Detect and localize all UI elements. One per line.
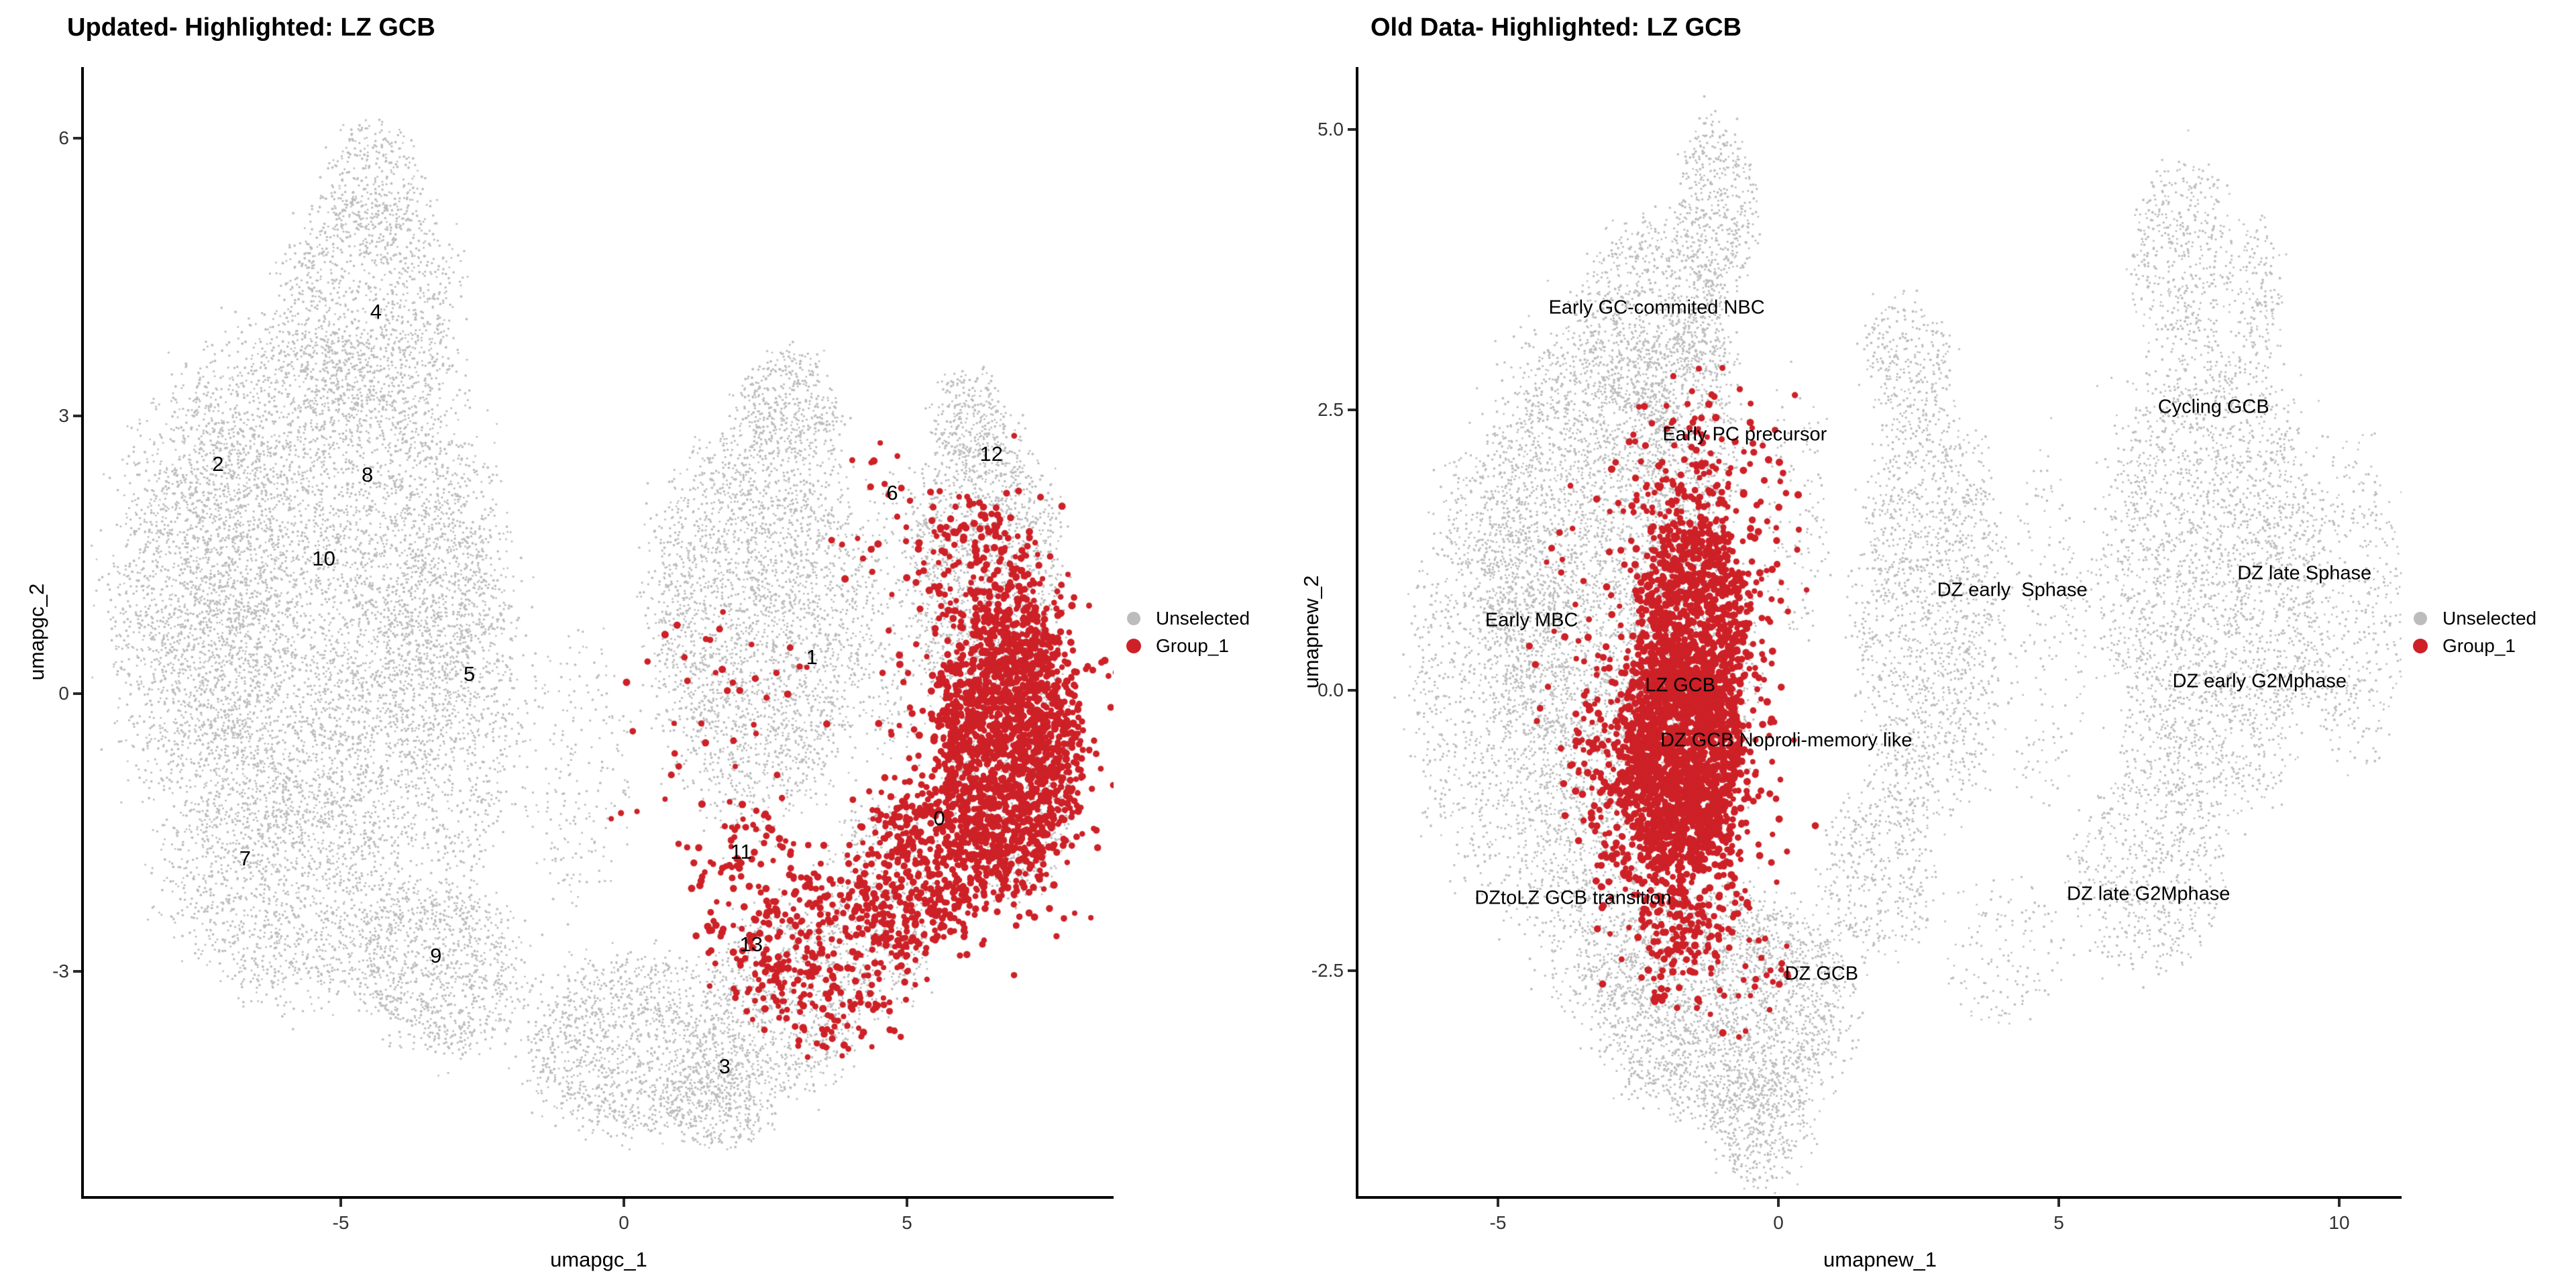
y-tick-mark <box>1348 127 1356 131</box>
cluster-label-9: 9 <box>430 943 442 967</box>
x-tick-label: 0 <box>619 1212 629 1233</box>
y-tick-label: 2.5 <box>1318 398 1344 420</box>
x-tick-mark <box>623 1199 625 1207</box>
legend-swatch-unselected <box>1127 612 1140 625</box>
legend-label-unselected: Unselected <box>2443 608 2537 629</box>
y-tick-label: 5.0 <box>1318 118 1344 140</box>
y-tick-mark <box>73 970 81 973</box>
x-tick-label: -5 <box>332 1212 350 1233</box>
cell-type-label-early-gc-commited-nbc: Early GC-commited NBC <box>1548 297 1765 318</box>
cluster-label-5: 5 <box>463 662 476 686</box>
y-axis-line <box>1356 67 1358 1199</box>
x-tick-mark <box>2338 1199 2341 1207</box>
x-axis-label-umapnew-1: umapnew_1 <box>1823 1248 1937 1271</box>
cell-type-label-dz-early-g2mphase: DZ early G2Mphase <box>2172 670 2347 692</box>
cluster-label-8: 8 <box>362 463 374 487</box>
cluster-label-11: 11 <box>730 839 752 863</box>
cell-type-label-dz-late-g2mphase: DZ late G2Mphase <box>2067 883 2231 905</box>
cell-type-label-early-mbc: Early MBC <box>1485 609 1578 631</box>
y-tick-mark <box>1348 969 1356 973</box>
x-tick-label: 5 <box>2053 1212 2064 1233</box>
legend-label-group-1: Group_1 <box>1156 635 1229 656</box>
cell-type-label-dztolz-gcb-transition: DZtoLZ GCB transition <box>1474 887 1672 908</box>
legend-label-group-1: Group_1 <box>2443 635 2516 656</box>
cell-type-label-early-pc-precursor: Early PC precursor <box>1662 423 1827 445</box>
x-tick-mark <box>906 1199 908 1207</box>
y-tick-mark <box>1348 408 1356 411</box>
cluster-label-1: 1 <box>806 645 818 669</box>
legend-swatch-group-1 <box>2413 639 2428 653</box>
cell-type-label-dz-early-sphase: DZ early Sphase <box>1937 579 2088 601</box>
y-axis-label-umapgc-2: umapgc_2 <box>25 583 48 680</box>
cluster-label-3: 3 <box>718 1055 731 1079</box>
cell-type-label-dz-late-sphase: DZ late Sphase <box>2237 562 2372 584</box>
y-tick-mark <box>73 692 81 695</box>
cluster-label-10: 10 <box>312 546 335 570</box>
y-tick-label: -2.5 <box>1311 960 1344 981</box>
y-tick-label: 0 <box>58 683 69 704</box>
y-tick-label: 0.0 <box>1318 680 1344 700</box>
x-axis-line <box>1356 1196 2402 1199</box>
x-axis-line <box>81 1196 1114 1199</box>
cluster-label-13: 13 <box>739 932 763 956</box>
cell-type-label-lz-gcb: LZ GCB <box>1645 674 1716 696</box>
cluster-label-12: 12 <box>979 441 1003 466</box>
legend-swatch-group-1 <box>1126 639 1141 653</box>
legend-label-unselected: Unselected <box>1156 608 1250 629</box>
cluster-label-4: 4 <box>370 300 382 324</box>
y-tick-label: 3 <box>58 405 69 426</box>
x-tick-mark <box>339 1199 342 1207</box>
y-tick-mark <box>1348 689 1356 692</box>
x-tick-mark <box>1777 1199 1780 1207</box>
cluster-label-0: 0 <box>933 806 945 830</box>
x-tick-label: -5 <box>1489 1212 1507 1233</box>
x-tick-label: 5 <box>902 1212 912 1233</box>
cluster-label-7: 7 <box>239 846 251 870</box>
cell-type-label-cycling-gcb: Cycling GCB <box>2157 396 2269 418</box>
cell-type-label-dz-gcb-noproli-memory-like: DZ GCB Noproli-memory like <box>1660 729 1913 751</box>
cluster-label-2: 2 <box>212 451 224 476</box>
x-tick-mark <box>2057 1199 2060 1207</box>
legend-swatch-unselected <box>2414 612 2427 625</box>
y-tick-mark <box>73 415 81 417</box>
x-tick-mark <box>1497 1199 1499 1207</box>
y-tick-mark <box>73 137 81 140</box>
y-tick-label: -3 <box>52 961 69 981</box>
y-tick-label: 6 <box>58 127 69 148</box>
cell-type-label-dz-gcb: DZ GCB <box>1784 963 1859 985</box>
panel-title-updated: Updated- Highlighted: LZ GCB <box>67 13 435 42</box>
panel-title-old-data: Old Data- Highlighted: LZ GCB <box>1371 13 1742 42</box>
y-axis-line <box>81 67 84 1199</box>
x-tick-label: 10 <box>2328 1212 2350 1233</box>
y-axis-label-umapnew-2: umapnew_2 <box>1299 575 1323 688</box>
x-tick-label: 0 <box>1773 1212 1784 1233</box>
cluster-label-6: 6 <box>886 480 898 504</box>
x-axis-label-umapgc-1: umapgc_1 <box>550 1248 647 1271</box>
